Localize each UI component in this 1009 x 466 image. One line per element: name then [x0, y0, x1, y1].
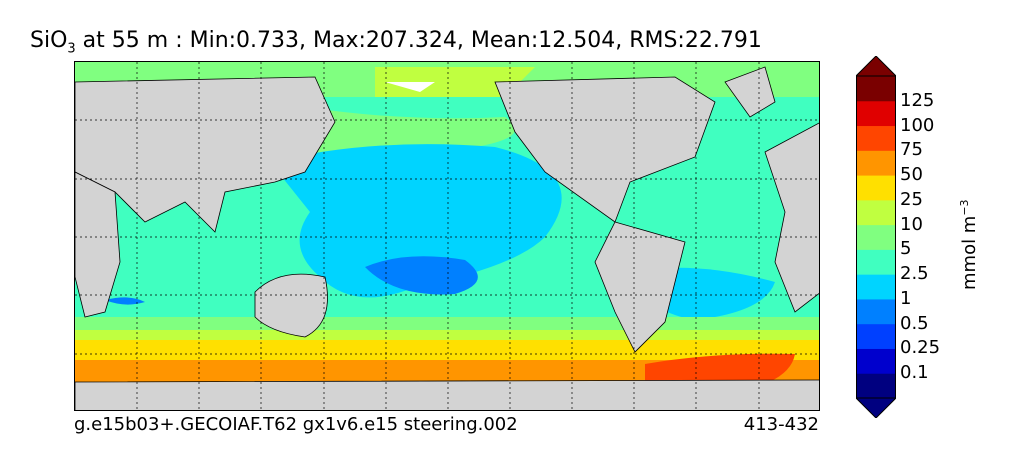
southern-band-5 [75, 317, 819, 332]
colorbar-tick-label: 0.1 [900, 362, 929, 384]
continents [75, 66, 819, 410]
missing-data-arctic [385, 82, 435, 92]
colorbar-tick-label: 5 [900, 238, 912, 260]
title-species: SiO [30, 28, 68, 53]
colorbar-cell [856, 76, 896, 102]
title-stats: at 55 m : Min:0.733, Max:207.324, Mean:1… [75, 28, 762, 53]
colorbar-tick-label: 75 [900, 139, 923, 161]
north-america [494, 76, 716, 223]
colorbar-cell [856, 298, 896, 325]
map-canvas [75, 62, 819, 410]
colorbar-tick-label: 10 [900, 213, 923, 235]
colorbar-tick-label: 125 [900, 89, 935, 111]
colorbar-tick-label: 1 [900, 287, 912, 309]
australia [254, 273, 328, 338]
graticule [75, 62, 819, 410]
greenland [724, 66, 776, 118]
colorbar-cells [856, 56, 896, 418]
colorbar-frame [856, 75, 896, 399]
antarctica [75, 379, 819, 410]
colorbar-cell [856, 323, 896, 349]
colorbar-cell [856, 175, 896, 201]
unit-main: mmol m [959, 215, 980, 290]
colorbar-tick-label: 0.5 [900, 312, 929, 334]
colorbar-cell [856, 125, 896, 151]
indian-low-patch [105, 297, 145, 305]
colorbar-tick-label: 50 [900, 164, 923, 186]
year-range-label: 413-432 [743, 414, 819, 435]
south-america [594, 221, 686, 353]
colorbar-cell [856, 274, 896, 300]
pacific-low-zone [270, 144, 562, 298]
europe-africa-east [764, 122, 819, 313]
world-map [74, 61, 820, 411]
colorbar-cell [856, 150, 896, 176]
colorbar-tick-label: 100 [900, 114, 935, 136]
colorbar [856, 56, 896, 418]
africa [75, 171, 121, 318]
colorbar-extend-low [856, 397, 896, 418]
colorbar-cell [856, 373, 896, 399]
colorbar-tick-label: 0.25 [900, 337, 941, 359]
plot-title: SiO3 at 55 m : Min:0.733, Max:207.324, M… [30, 28, 762, 56]
colorbar-tick-label: 2.5 [900, 263, 929, 285]
colorbar-cell [856, 249, 896, 275]
title-subscript: 3 [67, 41, 76, 57]
pacific-min-zone [365, 256, 478, 295]
colorbar-extend-high [856, 56, 896, 77]
unit-exponent: −3 [958, 199, 971, 216]
colorbar-cell [856, 224, 896, 250]
colorbar-cell [856, 100, 896, 127]
colorbar-cell [856, 199, 896, 226]
colorbar-tick-label: 25 [900, 188, 923, 210]
colorbar-unit: mmol m−3 [958, 199, 980, 290]
colorbar-cell [856, 348, 896, 374]
colorbar-labels: 0.1 0.25 0.5 1 2.5 5 10 25 50 75 100 125 [900, 56, 960, 418]
run-label: g.e15b03+.GECOIAF.T62 gx1v6.e15 steering… [74, 414, 518, 435]
